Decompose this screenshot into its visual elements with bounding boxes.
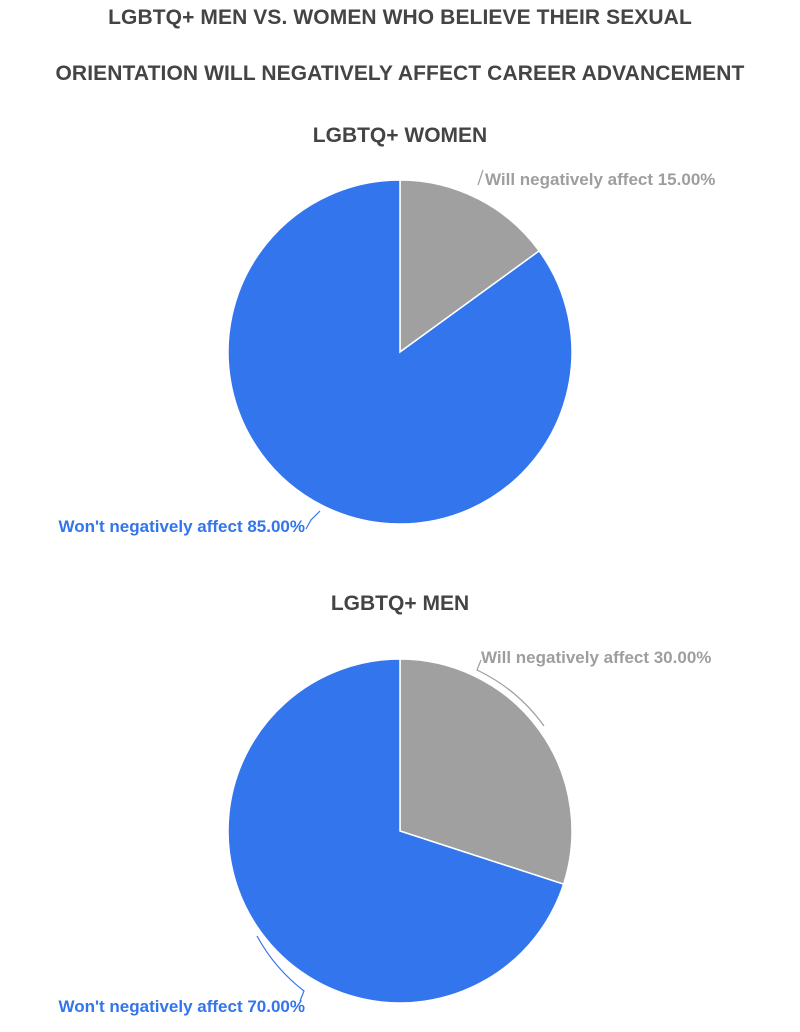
slice-label-wont-men: Won't negatively affect 70.00% — [58, 997, 305, 1016]
leader-line-will-women — [477, 169, 484, 186]
slice-label-wont-women: Won't negatively affect 85.00% — [58, 517, 305, 536]
leader-line-wont-men — [256, 935, 305, 1002]
chart-title-line-1: LGBTQ+ MEN VS. WOMEN WHO BELIEVE THEIR S… — [108, 6, 692, 29]
leader-line-wont-women — [305, 510, 321, 530]
slice-label-will-men: Will negatively affect 30.00% — [481, 648, 711, 667]
pie-title-men: LGBTQ+ MEN — [331, 592, 469, 615]
pie-chart-women: LGBTQ+ WOMEN Will negatively affect 15.0… — [58, 124, 715, 536]
pie-leaders-men — [256, 659, 545, 1002]
pie-chart-men: LGBTQ+ MEN Will negatively affect 30.00%… — [58, 592, 711, 1016]
pie-leaders-women — [305, 169, 484, 530]
pie-slices-women — [227, 179, 573, 525]
slice-label-will-women: Will negatively affect 15.00% — [485, 170, 715, 189]
pie-slice-will-men — [399, 658, 573, 886]
chart-title-line-2: ORIENTATION WILL NEGATIVELY AFFECT CAREE… — [55, 62, 745, 85]
pie-slice-wont-women — [227, 179, 573, 525]
leader-line-will-men — [476, 659, 545, 727]
pie-slice-wont-men — [227, 658, 565, 1004]
pie-slice-will-women — [399, 179, 541, 354]
pie-slices-men — [227, 658, 573, 1004]
pie-title-women: LGBTQ+ WOMEN — [313, 124, 487, 147]
